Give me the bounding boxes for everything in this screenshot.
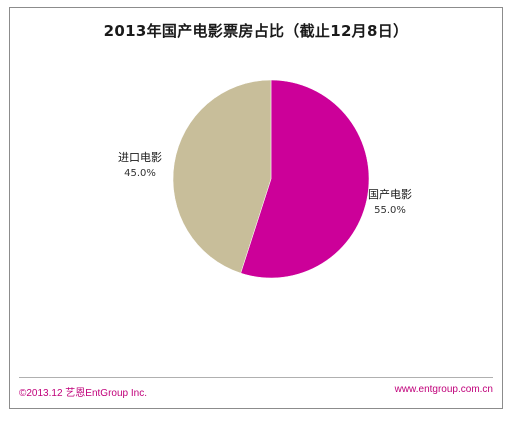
slice-name-domestic: 国产电影 — [368, 188, 412, 201]
pie-slice-imported — [172, 79, 272, 274]
slice-value-domestic: 55.0% — [374, 205, 406, 216]
footer-copyright: ©2013.12 艺恩EntGroup Inc. — [19, 388, 147, 399]
pie-slice-domestic — [240, 79, 370, 279]
slice-name-imported: 进口电影 — [118, 151, 162, 164]
slice-value-imported: 45.0% — [124, 168, 156, 179]
pie-chart — [172, 79, 370, 279]
chart-frame: 2013年国产电影票房占比（截止12月8日） 国产电影 55.0% 进口电影 4… — [9, 7, 503, 409]
footer-url[interactable]: www.entgroup.com.cn — [394, 384, 493, 395]
slice-label-domestic: 国产电影 55.0% — [360, 187, 420, 219]
slice-label-imported: 进口电影 45.0% — [110, 150, 170, 182]
chart-title: 2013年国产电影票房占比（截止12月8日） — [103, 22, 409, 40]
footer-divider — [19, 377, 493, 378]
